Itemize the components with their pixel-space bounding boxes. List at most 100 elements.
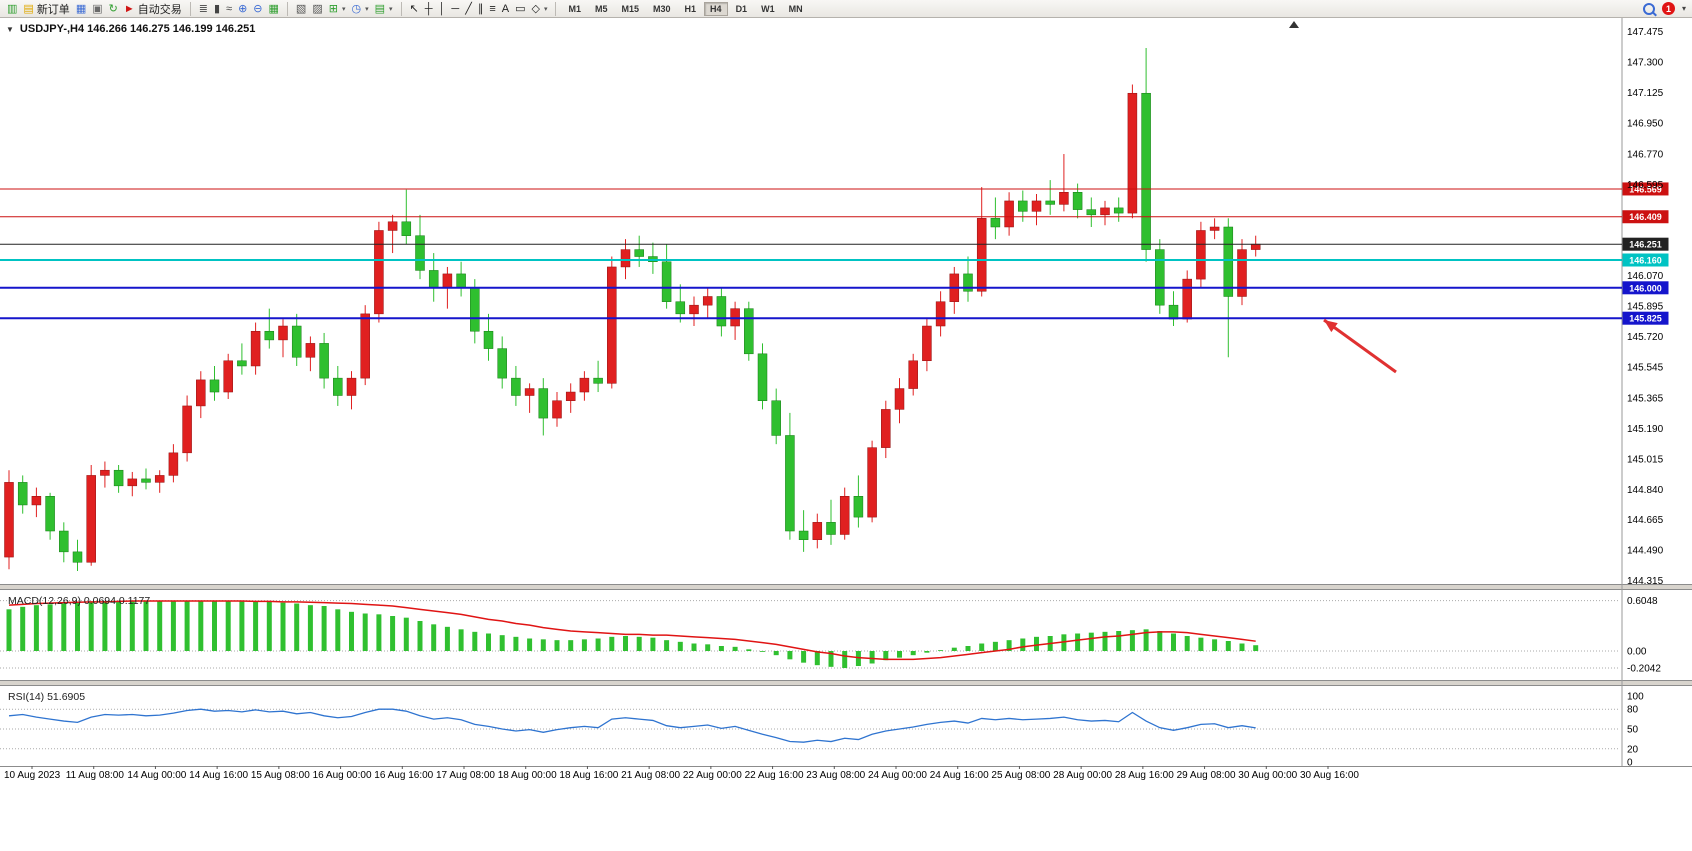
timeframe-button-m1[interactable]: M1 [568, 3, 581, 14]
crosshair-icon: ┼ [424, 2, 433, 15]
templates-icon[interactable]: ▤ ▾ [372, 1, 396, 17]
current-price-146.251[interactable]: 146.251 [0, 237, 1669, 251]
zoom-out-icon[interactable]: ⊖ [250, 1, 265, 17]
price-chart[interactable]: 146.569 146.409 146.251 146.160 146.000 145.8… [0, 18, 1692, 851]
svg-text:147.475: 147.475 [1627, 27, 1664, 38]
price-axis[interactable]: 147.475 147.300 147.125 146.950 146.770 146.5… [1627, 27, 1664, 587]
svg-text:28 Aug 16:00: 28 Aug 16:00 [1115, 770, 1174, 781]
auto-scroll-icon[interactable]: ▧ [293, 1, 309, 17]
svg-text:20: 20 [1627, 744, 1639, 755]
timeframe-button-m30[interactable]: M30 [653, 3, 671, 14]
svg-text:18 Aug 16:00: 18 Aug 16:00 [559, 770, 618, 781]
chart-shift-marker[interactable] [1289, 21, 1299, 28]
chart-shift-icon[interactable]: ▨ [309, 1, 325, 17]
svg-text:146.000: 146.000 [1629, 283, 1662, 293]
data-window-icon: ▣ [92, 2, 103, 15]
svg-text:21 Aug 08:00: 21 Aug 08:00 [621, 770, 680, 781]
cursor-icon: ↖ [409, 2, 419, 15]
svg-text:16 Aug 16:00: 16 Aug 16:00 [374, 770, 433, 781]
trend-arrow-annotation[interactable] [1323, 318, 1397, 374]
refresh-icon: ↻ [108, 2, 118, 15]
new-chart-icon[interactable]: ⊞ ▾ [326, 1, 349, 17]
svg-text:145.365: 145.365 [1627, 394, 1664, 405]
chart-background [0, 18, 1692, 851]
chevron-down-icon[interactable]: ▾ [341, 5, 346, 13]
candlestick-chart-type-icon[interactable]: ▮ [211, 1, 223, 17]
zoom-in-icon[interactable]: ⊕ [235, 1, 250, 17]
timeframe-button-mn[interactable]: MN [788, 3, 803, 14]
new-order-glyph: ▤ [23, 2, 34, 15]
search-icon[interactable] [1642, 2, 1655, 15]
toolbar-overflow-icon[interactable]: ▾ [1681, 4, 1686, 13]
refresh-icon[interactable]: ↻ [106, 1, 121, 17]
vertical-line-icon: │ [438, 2, 446, 15]
chevron-down-icon[interactable]: ▾ [388, 5, 393, 13]
horizontal-line-146.409[interactable]: 146.409 [0, 210, 1669, 224]
bar-chart-type-icon[interactable]: ≣ [196, 1, 211, 17]
horizontal-line-146.160[interactable]: 146.160 [0, 253, 1669, 267]
text-label-icon[interactable]: ▭ [512, 1, 528, 17]
fibonacci-icon[interactable]: ≡ [486, 1, 498, 17]
vertical-line-icon[interactable]: │ [436, 1, 449, 17]
timeframe-button-w1[interactable]: W1 [761, 3, 775, 14]
horizontal-line-icon[interactable]: ─ [448, 1, 462, 17]
text-label-icon: ▭ [515, 2, 526, 15]
shapes-icon[interactable]: ◇ ▾ [528, 1, 550, 17]
panel-separator[interactable] [0, 584, 1692, 590]
toolbar-buttons: ▥ ▤ 新订单 ▦ ▣ ↻ ► 自动交易 ≣ ▮ ≈ ⊕ ⊖ ▦ ▧ ▨ ⊞ ▾ ◷ ▾ ▤ ▾ ↖ ┼ │ ─ ╱ ∥ ≡ A ▭ ◇ ▾ M1… [4, 1, 810, 17]
svg-text:0.00: 0.00 [1627, 647, 1647, 658]
timeframe-button-h1[interactable]: H1 [684, 3, 697, 14]
time-axis[interactable]: 10 Aug 2023 11 Aug 08:00 14 Aug 00:00 14 Au… [4, 766, 1359, 781]
svg-text:22 Aug 00:00: 22 Aug 00:00 [683, 770, 742, 781]
equidistant-channel-icon: ∥ [477, 2, 484, 15]
macd-signal-line [8, 600, 1256, 661]
svg-text:24 Aug 16:00: 24 Aug 16:00 [930, 770, 989, 781]
line-chart-type-icon[interactable]: ≈ [223, 1, 235, 17]
svg-text:146.251: 146.251 [1629, 240, 1662, 250]
fibonacci-icon: ≡ [489, 2, 496, 15]
trendline-icon[interactable]: ╱ [462, 1, 475, 17]
profiles-icon[interactable]: ▦ [73, 1, 89, 17]
macd-indicator: MACD(12,26,9) 0.0694 0.1177 0.6048 0.00 -0.… [6, 595, 1661, 675]
toolbar-separator [286, 1, 288, 16]
svg-text:146.160: 146.160 [1629, 256, 1662, 266]
panel-separator[interactable] [0, 680, 1692, 686]
svg-text:16 Aug 00:00: 16 Aug 00:00 [313, 770, 372, 781]
timeframe-button-m5[interactable]: M5 [594, 3, 608, 14]
new-order-button[interactable]: ▤ 新订单 [20, 1, 72, 17]
autotrading-button[interactable]: ► 自动交易 [121, 1, 185, 17]
data-window-icon[interactable]: ▣ [89, 1, 105, 17]
crosshair-icon[interactable]: ┼ [422, 1, 436, 17]
svg-text:145.895: 145.895 [1627, 302, 1664, 313]
periods-icon[interactable]: ◷ ▾ [348, 1, 371, 17]
chart-title-bar: ▼ USDJPY-,H4 146.266 146.275 146.199 146… [6, 23, 255, 35]
notification-badge[interactable]: 1 [1661, 2, 1675, 15]
horizontal-line-146.000[interactable]: 146.000 [0, 281, 1669, 295]
timeframe-button-m15[interactable]: M15 [621, 3, 640, 14]
svg-text:-0.2042: -0.2042 [1627, 664, 1661, 675]
svg-text:146.770: 146.770 [1627, 150, 1664, 161]
equidistant-channel-icon[interactable]: ∥ [475, 1, 487, 17]
one-click-trading-collapse-icon[interactable]: ▼ [6, 24, 14, 34]
candlestick-chart-type-icon: ▮ [213, 2, 221, 15]
zoom-out-icon: ⊖ [253, 2, 263, 15]
timeframe-button-d1[interactable]: D1 [735, 3, 748, 14]
svg-text:147.125: 147.125 [1627, 88, 1664, 99]
horizontal-line-145.825[interactable]: 145.825 [0, 311, 1669, 325]
toolbar: ▥ ▤ 新订单 ▦ ▣ ↻ ► 自动交易 ≣ ▮ ≈ ⊕ ⊖ ▦ ▧ ▨ ⊞ ▾ ◷ ▾ ▤ ▾ ↖ ┼ │ ─ ╱ ∥ ≡ A ▭ ◇ ▾ M1… [0, 0, 1692, 18]
horizontal-line-146.569[interactable]: 146.569 [0, 182, 1669, 196]
svg-text:23 Aug 08:00: 23 Aug 08:00 [806, 770, 865, 781]
tile-windows-icon[interactable]: ▦ [266, 1, 282, 17]
chart-window-icon[interactable]: ▥ [4, 1, 20, 17]
svg-text:146.595: 146.595 [1627, 180, 1664, 191]
candles-layer [4, 48, 1261, 571]
svg-text:144.490: 144.490 [1627, 546, 1664, 557]
svg-text:100: 100 [1627, 692, 1644, 703]
chevron-down-icon[interactable]: ▾ [543, 5, 548, 13]
cursor-icon[interactable]: ↖ [407, 1, 422, 17]
chevron-down-icon[interactable]: ▾ [365, 5, 369, 13]
timeframe-button-h4[interactable]: H4 [704, 1, 728, 16]
text-icon[interactable]: A [499, 1, 512, 17]
svg-text:145.190: 145.190 [1627, 424, 1664, 435]
